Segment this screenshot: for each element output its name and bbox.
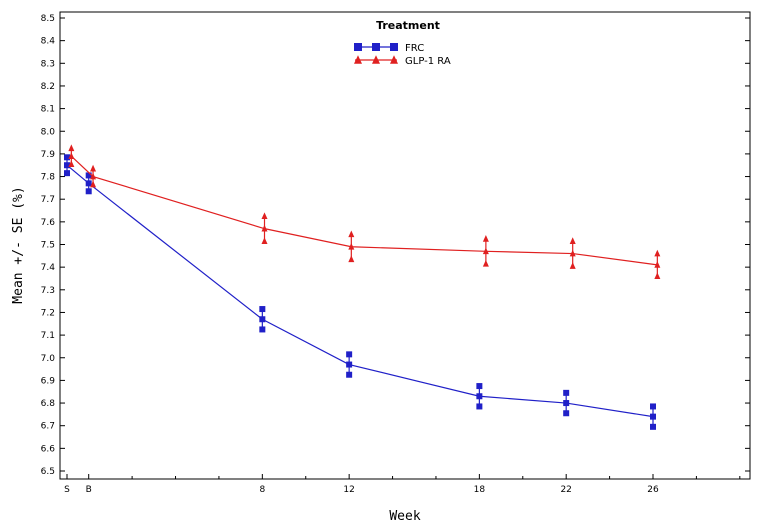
y-tick-label: 6.8 bbox=[41, 399, 56, 409]
error-cap-upper-marker bbox=[259, 306, 266, 313]
error-cap-lower-marker bbox=[654, 272, 661, 280]
error-cap-upper-marker bbox=[476, 383, 483, 390]
data-point bbox=[482, 247, 489, 255]
y-tick-label: 8.4 bbox=[41, 37, 56, 47]
y-tick-label: 7.8 bbox=[41, 173, 56, 183]
x-tick-label: 8 bbox=[259, 485, 265, 495]
error-cap-upper-marker bbox=[482, 234, 489, 242]
error-cap-upper-marker bbox=[261, 212, 268, 220]
data-point bbox=[64, 162, 70, 169]
data-point bbox=[654, 261, 661, 268]
error-cap-upper-marker bbox=[563, 389, 570, 396]
error-cap-lower-marker bbox=[259, 326, 266, 333]
data-point bbox=[476, 393, 483, 400]
x-tick-label: 22 bbox=[560, 485, 571, 495]
x-tick-label: 26 bbox=[647, 485, 659, 495]
error-cap-upper-marker bbox=[90, 164, 97, 172]
y-axis-title: Mean +/- SE (%) bbox=[11, 186, 26, 303]
data-point bbox=[650, 413, 656, 420]
error-cap-upper-marker bbox=[650, 403, 656, 410]
legend-label: GLP-1 RA bbox=[405, 56, 451, 67]
y-tick-label: 7.2 bbox=[41, 308, 55, 318]
error-cap-upper-marker bbox=[346, 351, 353, 358]
y-tick-label: 6.5 bbox=[41, 467, 55, 477]
series-frc bbox=[64, 154, 656, 430]
y-tick-label: 7.7 bbox=[41, 195, 55, 205]
legend-marker bbox=[372, 43, 380, 51]
series-layer bbox=[64, 144, 661, 430]
error-cap-lower-marker bbox=[346, 371, 353, 378]
data-point bbox=[85, 180, 92, 187]
x-tick-label: 12 bbox=[343, 485, 354, 495]
y-tick-label: 7.4 bbox=[41, 263, 56, 273]
y-tick-label: 6.6 bbox=[41, 444, 56, 454]
error-cap-lower-marker bbox=[90, 180, 97, 188]
x-tick-label: B bbox=[86, 485, 92, 495]
error-cap-lower-marker bbox=[482, 259, 489, 267]
legend-marker bbox=[354, 55, 362, 64]
error-cap-lower-marker bbox=[348, 255, 355, 263]
data-point bbox=[563, 400, 570, 407]
y-tick-label: 7.3 bbox=[41, 286, 55, 296]
error-cap-lower-marker bbox=[261, 237, 268, 244]
error-cap-upper-marker bbox=[569, 237, 576, 244]
data-point bbox=[90, 172, 97, 180]
x-tick-label: 18 bbox=[474, 485, 486, 495]
y-tick-label: 6.9 bbox=[41, 376, 56, 386]
y-tick-label: 8.1 bbox=[41, 105, 55, 115]
y-tick-label: 7.0 bbox=[41, 354, 56, 364]
error-cap-upper-marker bbox=[348, 230, 355, 238]
error-cap-upper-marker bbox=[654, 249, 661, 257]
y-tick-label: 7.6 bbox=[41, 218, 56, 228]
y-tick-label: 8.5 bbox=[41, 14, 55, 24]
y-axis: 6.5 6.6 6.7 6.8 6.9 7.0 7.1 7.2 7.3 7.4 7.5 7.6 7.7 7… bbox=[41, 14, 750, 477]
data-point bbox=[348, 242, 355, 250]
legend-marker bbox=[354, 43, 362, 51]
data-point bbox=[261, 224, 268, 232]
legend-label: FRC bbox=[405, 43, 424, 54]
data-point bbox=[569, 249, 576, 257]
legend-item: GLP-1 RA bbox=[354, 55, 451, 67]
plot-frame bbox=[59, 11, 751, 480]
data-point bbox=[68, 152, 75, 160]
y-tick-label: 7.1 bbox=[41, 331, 55, 341]
legend-title: Treatment bbox=[376, 19, 440, 32]
x-tick-label: S bbox=[64, 485, 70, 495]
error-cap-lower-marker bbox=[563, 410, 570, 417]
legend-marker bbox=[390, 43, 398, 51]
series-glp1-ra bbox=[68, 144, 661, 280]
error-cap-upper-marker bbox=[85, 172, 92, 179]
error-cap-lower-marker bbox=[569, 262, 576, 269]
y-tick-label: 6.7 bbox=[41, 422, 55, 432]
y-tick-label: 7.5 bbox=[41, 241, 55, 251]
y-tick-label: 8.2 bbox=[41, 82, 55, 92]
y-tick-label: 7.9 bbox=[41, 150, 56, 160]
x-axis-title: Week bbox=[389, 509, 420, 524]
legend-item: FRC bbox=[354, 43, 424, 54]
data-point bbox=[346, 361, 353, 368]
error-cap-upper-marker bbox=[68, 144, 75, 152]
y-tick-label: 8.3 bbox=[41, 59, 55, 69]
error-cap-upper-marker bbox=[64, 154, 70, 161]
legend: Treatment FRC GLP-1 RA bbox=[354, 19, 451, 67]
error-cap-lower-marker bbox=[64, 170, 70, 177]
legend-marker bbox=[372, 55, 380, 64]
x-axis: S B 8 12 18 22 26 bbox=[64, 474, 741, 495]
legend-marker bbox=[390, 55, 398, 64]
error-cap-lower-marker bbox=[85, 188, 92, 195]
y-tick-label: 8.0 bbox=[41, 127, 56, 137]
error-cap-lower-marker bbox=[476, 403, 483, 410]
data-point bbox=[259, 316, 266, 323]
error-cap-lower-marker bbox=[650, 423, 656, 430]
error-cap-lower-marker bbox=[68, 160, 75, 167]
